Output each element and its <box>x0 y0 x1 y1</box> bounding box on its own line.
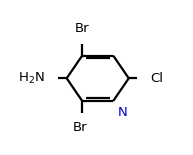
Text: H$_2$N: H$_2$N <box>18 71 45 86</box>
Text: Cl: Cl <box>150 72 163 85</box>
Text: Br: Br <box>75 22 90 35</box>
Text: Br: Br <box>73 121 87 134</box>
Text: N: N <box>118 106 128 119</box>
